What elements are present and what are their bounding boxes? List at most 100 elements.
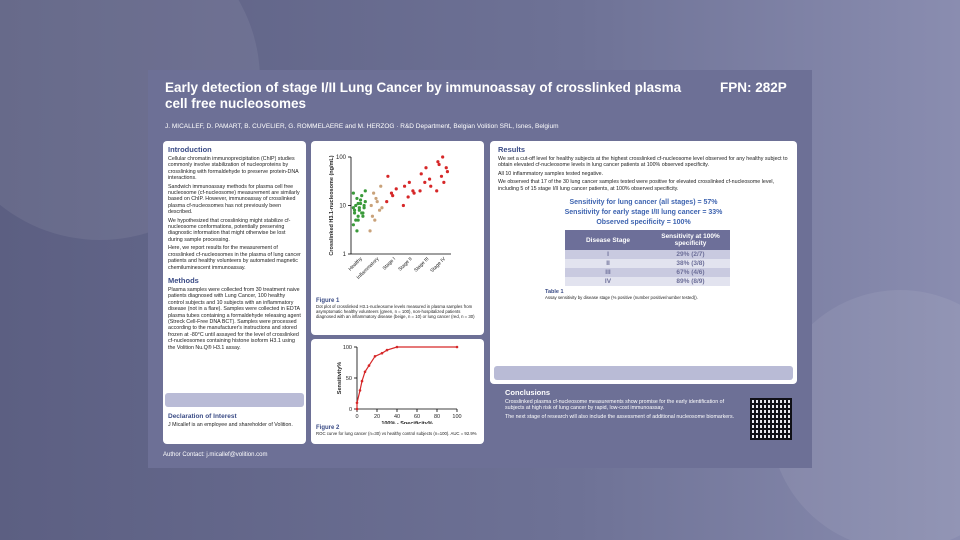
table-row: III 67% (4/6) bbox=[565, 268, 730, 278]
x-tick-label: 80 bbox=[434, 414, 440, 420]
paragraph: We hypothesized that crosslinking might … bbox=[168, 217, 291, 243]
heading: Declaration of Interest bbox=[168, 413, 237, 420]
point bbox=[423, 180, 427, 184]
point bbox=[429, 184, 433, 188]
paragraph: J Micallef is an employee and shareholde… bbox=[168, 422, 293, 428]
x-tick-label: 20 bbox=[374, 414, 380, 420]
highlight: Observed specificity = 100% bbox=[596, 219, 691, 227]
y-tick-label: 100 bbox=[343, 345, 352, 351]
table-row: I 29% (2/7) bbox=[565, 250, 730, 260]
header-cell: Sensitivity at 100% specificity bbox=[651, 230, 730, 251]
point bbox=[361, 214, 365, 218]
point bbox=[435, 189, 439, 193]
y-tick-label: 100 bbox=[336, 155, 347, 161]
x-tick-label: 0 bbox=[355, 414, 358, 420]
y-axis-label: Crosslinked H3.1-nucleosome (ng/mL) bbox=[329, 155, 335, 255]
point bbox=[354, 203, 358, 208]
paragraph: Here, we report results for the measurem… bbox=[168, 245, 301, 271]
paragraph: The next stage of research will also inc… bbox=[505, 413, 735, 420]
point bbox=[374, 196, 378, 201]
authors: J. MICALLEF, D. PAMART, B. CUVELIER, G. … bbox=[165, 123, 559, 130]
point bbox=[360, 211, 364, 215]
point bbox=[362, 206, 366, 210]
caption: Assay sensitivity by disease stage (% po… bbox=[545, 295, 698, 301]
point bbox=[356, 214, 360, 218]
figure2-caption-box: Figure 2 ROC curve for lung cancer (n=30… bbox=[316, 425, 479, 438]
point bbox=[442, 180, 446, 184]
point bbox=[385, 348, 389, 352]
point bbox=[386, 174, 390, 178]
point bbox=[351, 191, 355, 195]
point bbox=[379, 184, 383, 188]
x-tick-label: Stage I bbox=[382, 256, 397, 271]
point bbox=[367, 364, 371, 367]
point bbox=[355, 196, 359, 201]
x-tick-label: 40 bbox=[394, 414, 400, 420]
table-row: II 38% (3/8) bbox=[565, 259, 730, 269]
cell: 89% (8/9) bbox=[651, 277, 730, 287]
paragraph: We set a cut-off level for healthy subje… bbox=[498, 156, 788, 169]
figure1-caption-box: Figure 1 Dot plot of crosslinked H3.1-nu… bbox=[316, 298, 479, 322]
results-panel: Results We set a cut-off level for healt… bbox=[490, 141, 797, 384]
point bbox=[444, 166, 448, 170]
point bbox=[377, 208, 382, 212]
declaration: Declaration of Interest J Micallef is an… bbox=[168, 413, 301, 430]
point bbox=[355, 229, 359, 233]
point bbox=[354, 218, 358, 222]
cell: 29% (2/7) bbox=[651, 250, 730, 260]
point bbox=[412, 191, 416, 195]
paragraph: Plasma samples were collected from 30 tr… bbox=[168, 286, 301, 351]
x-tick-label: Stage II bbox=[397, 256, 413, 272]
cell: 67% (4/6) bbox=[651, 268, 730, 278]
poster: Early detection of stage I/II Lung Cance… bbox=[148, 70, 812, 468]
highlight: Sensitivity for early stage I/II lung ca… bbox=[564, 209, 723, 217]
point bbox=[427, 177, 432, 181]
point bbox=[401, 203, 405, 208]
point bbox=[352, 211, 357, 215]
point bbox=[355, 407, 359, 411]
qr-code bbox=[750, 398, 792, 440]
point bbox=[380, 206, 384, 210]
point bbox=[407, 180, 411, 184]
point bbox=[363, 370, 367, 374]
spacer-bar bbox=[494, 366, 793, 380]
point bbox=[445, 169, 450, 174]
figure-label: Figure 1 bbox=[316, 298, 340, 304]
table-row: IV 89% (8/9) bbox=[565, 277, 730, 287]
x-axis-label: 100% - Specificity% bbox=[381, 421, 432, 424]
point bbox=[356, 218, 360, 222]
point bbox=[369, 203, 373, 208]
heading: Methods bbox=[168, 275, 199, 285]
heading: Results bbox=[498, 145, 526, 154]
point bbox=[360, 379, 364, 383]
point bbox=[368, 229, 372, 233]
cell: II bbox=[565, 259, 651, 269]
x-tick-label: Stage III bbox=[413, 256, 430, 273]
heading: Introduction bbox=[168, 145, 212, 154]
point bbox=[357, 208, 361, 212]
point bbox=[441, 155, 445, 159]
point bbox=[351, 223, 355, 227]
point bbox=[439, 174, 444, 178]
point bbox=[358, 389, 362, 392]
cell: 38% (3/8) bbox=[651, 259, 730, 269]
point bbox=[455, 345, 459, 349]
y-axis-label: Sensitivity% bbox=[337, 362, 343, 395]
table: Disease Stage Sensitivity at 100% specifi… bbox=[565, 230, 730, 287]
point bbox=[402, 184, 407, 188]
point bbox=[436, 160, 440, 164]
header-cell: Disease Stage bbox=[565, 230, 651, 251]
point bbox=[363, 189, 367, 193]
paragraph: Cellular chromatin immunoprecipitation (… bbox=[168, 156, 299, 182]
point bbox=[373, 218, 377, 222]
point bbox=[419, 172, 423, 176]
point bbox=[372, 191, 376, 195]
paragraph: Crosslinked plasma cf-nucleosome measure… bbox=[505, 399, 725, 412]
heading: Conclusions bbox=[505, 388, 551, 397]
highlight: Sensitivity for lung cancer (all stages)… bbox=[569, 199, 718, 207]
intro: Introduction Cellular chromatin immunopr… bbox=[163, 141, 306, 357]
table-label: Table 1 bbox=[545, 289, 564, 296]
results: Results We set a cut-off level for healt… bbox=[490, 141, 797, 307]
